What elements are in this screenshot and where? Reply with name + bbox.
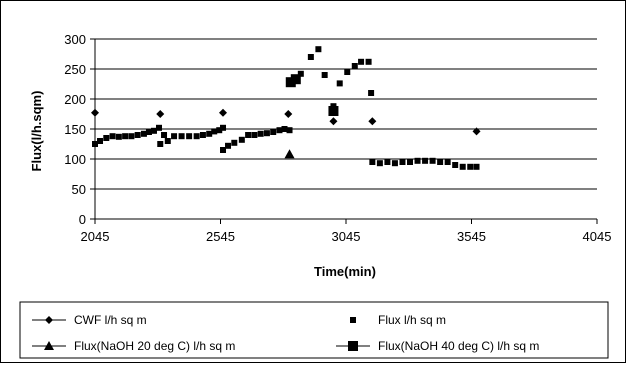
small-square-point — [150, 127, 157, 134]
small-square-point — [97, 138, 104, 144]
small-square-point — [122, 133, 129, 140]
small-square-point — [220, 124, 227, 131]
small-square-point — [270, 129, 277, 135]
small-square-point — [376, 160, 383, 167]
small-square-point — [216, 127, 223, 134]
legend-box — [19, 301, 609, 359]
small-square-point — [407, 159, 414, 165]
small-square-point — [145, 129, 152, 135]
small-square-point — [459, 163, 466, 170]
y-tick-label: 50 — [72, 182, 86, 197]
small-square-point — [225, 142, 232, 149]
small-square-point — [134, 132, 141, 138]
small-square-point — [211, 128, 218, 135]
legend-label: Flux l/h sq m — [378, 313, 446, 327]
small-square-point — [186, 133, 193, 140]
small-square-point — [358, 58, 365, 65]
y-tick-label: 100 — [64, 152, 86, 167]
x-tick-label: 3545 — [457, 229, 486, 244]
legend-label: Flux(NaOH 20 deg C) l/h sq m — [74, 339, 235, 353]
small-square-point — [103, 135, 110, 141]
small-square-point — [351, 63, 358, 69]
y-tick-label: 250 — [64, 62, 86, 77]
small-square-point — [344, 69, 351, 75]
small-square-point — [473, 163, 480, 170]
y-tick-label: 150 — [64, 122, 86, 137]
small-square-point — [286, 127, 293, 134]
small-square-point — [109, 133, 116, 140]
small-square-point — [238, 136, 245, 143]
small-square-point — [231, 139, 238, 146]
small-square-point — [315, 46, 322, 53]
y-tick-label: 0 — [79, 212, 86, 227]
large-square-point — [285, 77, 296, 88]
small-square-point — [171, 133, 178, 140]
small-square-point — [336, 80, 343, 87]
diamond-point — [91, 108, 99, 117]
small-square-point — [384, 159, 391, 165]
legend-marker — [45, 316, 53, 324]
plot-area: 0 50 100 150 200 250 300 2045 2545 3045 3545 4045 — [64, 32, 611, 244]
x-tick-label: 4045 — [583, 229, 612, 244]
small-square-point — [199, 132, 206, 138]
x-tick-label: 2045 — [81, 229, 110, 244]
small-square-point — [115, 133, 122, 140]
small-square-point — [251, 132, 258, 138]
small-square-point — [206, 130, 213, 137]
small-square-point — [422, 157, 429, 164]
large-square-point — [290, 74, 301, 85]
small-square-point — [263, 130, 270, 137]
small-square-point — [452, 162, 459, 168]
small-square-point — [281, 126, 288, 132]
small-square-point — [429, 157, 436, 164]
legend: CWF l/h sq m Flux l/h sq m Flux(NaOH 20 de… — [19, 301, 609, 359]
small-square-point — [307, 54, 314, 60]
small-square-point — [220, 147, 227, 153]
small-square-point — [444, 159, 451, 165]
small-square-point — [245, 132, 252, 138]
small-square-point — [414, 157, 421, 164]
x-tick-label: 2545 — [206, 229, 235, 244]
legend-label: Flux(NaOH 40 deg C) l/h sq m — [378, 339, 539, 353]
small-square-point — [128, 133, 135, 140]
y-tick-label: 200 — [64, 92, 86, 107]
diamond-point — [472, 127, 481, 136]
diamond-point — [219, 108, 228, 117]
y-axis-title: Flux(l/h.sqm) — [29, 91, 44, 172]
small-square-point — [467, 163, 474, 170]
legend-marker — [350, 317, 356, 323]
small-square-point — [368, 90, 375, 96]
small-square-point — [391, 160, 398, 167]
small-square-point — [161, 132, 168, 138]
small-square-point — [365, 58, 372, 65]
small-square-point — [157, 141, 164, 147]
legend-marker — [348, 341, 358, 351]
small-square-point — [369, 159, 376, 165]
diamond-point — [368, 117, 377, 126]
small-square-point — [92, 141, 98, 147]
diamond-point — [284, 110, 293, 118]
small-square-point — [321, 72, 328, 78]
small-square-point — [297, 70, 304, 77]
legend-marker — [44, 341, 54, 350]
small-square-point — [257, 130, 264, 137]
small-square-point — [399, 159, 406, 165]
diamond-point — [329, 117, 338, 126]
small-square-point — [437, 159, 444, 165]
small-square-point — [193, 133, 200, 140]
legend-label: CWF l/h sq m — [74, 313, 147, 327]
small-square-point — [140, 130, 147, 137]
triangle-point — [284, 149, 295, 159]
x-axis-title: Time(min) — [314, 264, 376, 279]
small-square-point — [276, 127, 283, 134]
small-square-point — [156, 124, 163, 131]
small-square-point — [164, 138, 171, 144]
y-tick-label: 300 — [64, 32, 86, 47]
large-square-point — [328, 106, 339, 116]
small-square-point — [178, 133, 185, 140]
x-tick-label: 3045 — [332, 229, 361, 244]
diamond-point — [156, 110, 165, 118]
